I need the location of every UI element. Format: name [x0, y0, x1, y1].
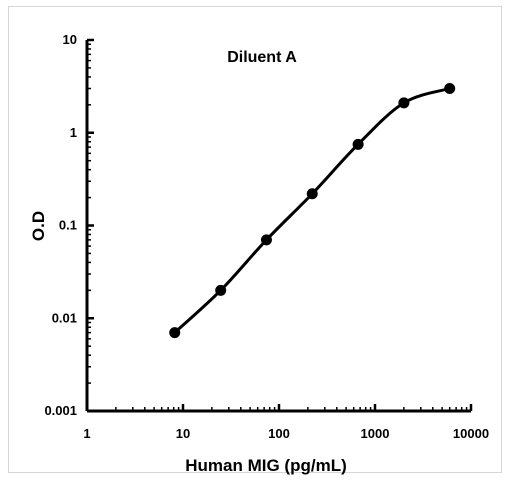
data-point [215, 284, 227, 296]
y-tick-label: 1 [70, 125, 77, 140]
data-point [260, 234, 272, 246]
y-tick-label: 0.001 [44, 403, 77, 418]
y-axis-ticks: 10 1 0.1 0.01 0.001 [44, 32, 94, 418]
series-layer [169, 82, 456, 339]
data-point [398, 97, 410, 109]
series-line [173, 87, 452, 335]
y-tick-label: 0.1 [59, 218, 77, 233]
y-axis-title: O.D [29, 211, 48, 241]
x-tick-label: 1000 [361, 426, 390, 441]
y-tick-label: 0.01 [52, 310, 77, 325]
y-tick-label: 10 [63, 32, 77, 47]
chart-title: Diluent A [227, 49, 297, 66]
x-tick-label: 10000 [453, 426, 489, 441]
data-point [444, 82, 456, 94]
data-point [169, 327, 181, 339]
x-axis-ticks: 1 10 100 1000 10000 [83, 404, 489, 441]
x-tick-label: 100 [268, 426, 290, 441]
x-tick-label: 10 [176, 426, 190, 441]
data-point [306, 188, 318, 200]
x-axis-title: Human MIG (pg/mL) [185, 456, 346, 475]
data-point [352, 138, 364, 150]
x-tick-label: 1 [83, 426, 90, 441]
